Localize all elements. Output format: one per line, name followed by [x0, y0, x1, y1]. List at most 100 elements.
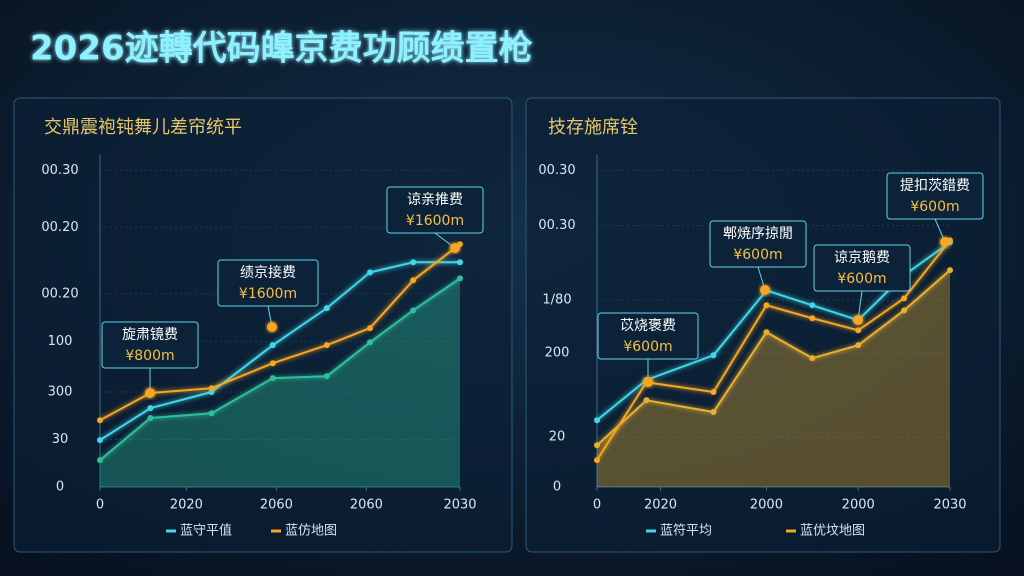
annotation-value: ¥600m — [623, 339, 672, 355]
line — [596, 269, 951, 446]
y-tick-label: 00.30 — [538, 163, 575, 178]
point — [367, 325, 373, 332]
point — [855, 327, 862, 334]
annotation-dot — [643, 377, 653, 387]
x-tick-label: 2020 — [644, 498, 677, 513]
point — [410, 307, 417, 314]
point — [367, 339, 373, 346]
line — [99, 277, 461, 461]
x-tick-label: 2020 — [170, 498, 203, 513]
x-tick-label: 2000 — [750, 498, 783, 513]
legend-label: 蓝优坟地图 — [800, 524, 865, 539]
point — [643, 397, 650, 404]
point — [97, 437, 103, 444]
x-tick-label: 2060 — [350, 498, 383, 513]
annotation-box — [886, 172, 984, 220]
point — [855, 342, 862, 349]
point — [269, 375, 276, 382]
annotation-label: 谅京鹅费 — [834, 249, 890, 266]
annotation-value: ¥800m — [125, 348, 174, 364]
point — [269, 360, 276, 367]
y-tick-label: 00.20 — [41, 220, 78, 235]
point — [97, 417, 103, 424]
point — [97, 457, 103, 464]
point — [710, 408, 717, 415]
annotation-dot — [267, 322, 277, 332]
x-tick-label: 2060 — [260, 498, 293, 513]
y-tick-label: 20 — [549, 429, 566, 444]
line — [596, 239, 951, 461]
annotation-label: 旋肃镜费 — [122, 327, 178, 343]
point — [367, 269, 373, 276]
annotation-box — [709, 220, 807, 268]
annotation-value: ¥600m — [837, 271, 886, 287]
point — [594, 457, 600, 464]
annotation-label: 郫焼序掠閒 — [723, 226, 793, 242]
line — [99, 243, 461, 422]
annotation-label: 绩京接费 — [240, 264, 296, 281]
point — [323, 373, 330, 380]
point — [809, 315, 816, 322]
legend-label: 蓝仿地图 — [285, 524, 337, 539]
annotation-box — [386, 186, 484, 234]
point — [901, 295, 908, 302]
annotation-box — [597, 312, 699, 360]
y-tick-label: 300 — [48, 385, 73, 400]
chart-title: 交鼎震袍钝舞儿差帘统平 — [44, 117, 242, 138]
point — [208, 410, 215, 417]
annotation-label: 提扣茨錯费 — [900, 178, 970, 194]
annotation-box — [217, 259, 319, 307]
page-title: 2026迹轉代码皥京费功顾缋置枪 — [30, 29, 533, 69]
annotation-value: ¥600m — [733, 247, 782, 263]
point — [763, 329, 770, 336]
panel — [525, 97, 1001, 553]
point — [901, 307, 908, 314]
annotation-label: 苡烧褒费 — [620, 318, 676, 334]
y-tick-label: 100 — [48, 334, 73, 349]
annotation-value: ¥600m — [910, 199, 959, 215]
point — [710, 352, 717, 359]
chart-title: 技存施席铨 — [548, 117, 638, 138]
point — [763, 302, 770, 309]
point — [594, 417, 600, 424]
y-tick-label: 0 — [553, 480, 561, 495]
point — [323, 305, 330, 312]
point — [147, 414, 154, 421]
y-tick-label: 200 — [545, 346, 570, 361]
annotation-value: ¥1600m — [406, 213, 464, 229]
line — [99, 261, 460, 441]
annotation-value: ¥1600m — [239, 286, 297, 302]
x-tick-label: 0 — [96, 498, 104, 513]
x-tick-label: 2030 — [443, 498, 476, 513]
point — [594, 442, 600, 449]
point — [809, 355, 816, 362]
annotation-dot — [940, 237, 950, 247]
point — [208, 385, 215, 392]
x-tick-label: 2000 — [842, 498, 875, 513]
y-tick-label: 00.20 — [41, 286, 78, 301]
annotation-dot — [760, 285, 770, 295]
x-tick-label: 2030 — [933, 498, 966, 513]
annotation-dot — [853, 315, 863, 325]
point — [269, 342, 276, 349]
annotation-box — [101, 321, 199, 369]
area — [100, 278, 460, 487]
annotation-dot — [145, 388, 155, 398]
point — [457, 259, 463, 266]
y-tick-label: 00.30 — [41, 163, 78, 178]
y-tick-label: 30 — [52, 432, 69, 447]
legend-label: 蓝守平值 — [180, 523, 232, 539]
legend-label: 蓝符平均 — [660, 523, 712, 539]
point — [809, 302, 816, 309]
point — [710, 389, 717, 396]
y-tick-label: 00.30 — [538, 218, 575, 233]
y-tick-label: 1/80 — [542, 293, 571, 308]
area — [597, 270, 950, 487]
point — [410, 259, 417, 266]
point — [323, 342, 330, 349]
y-tick-label: 0 — [56, 480, 64, 495]
point — [410, 277, 417, 284]
annotation-box — [813, 244, 911, 292]
